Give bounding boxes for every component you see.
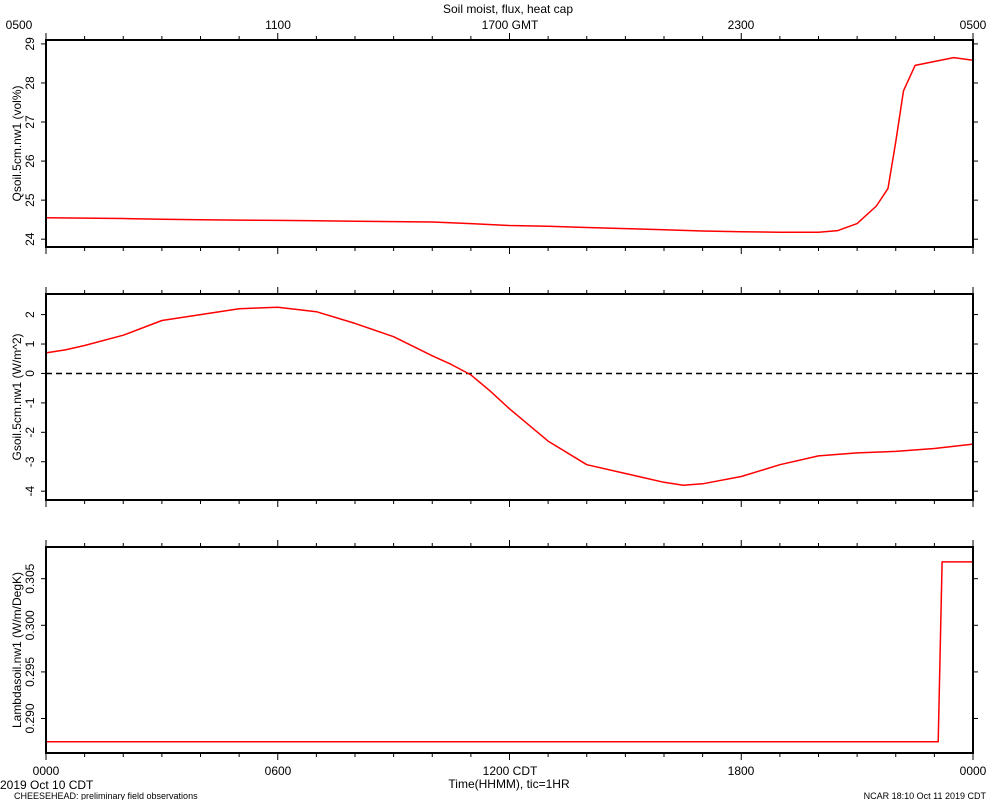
plot-frame — [45, 39, 974, 248]
y-tick-label: -1 — [23, 397, 37, 408]
bottom-tick-label-4: 0000 — [960, 764, 987, 778]
y-tick-label: 28 — [23, 76, 37, 90]
series-line-1 — [45, 306, 974, 487]
panel-2: -4 -3 -2 -1 0 1 2 Gsoil.5cm.nw1 (W/m^2) — [10, 287, 978, 507]
chart-title: Soil moist, flux, heat cap — [443, 2, 573, 16]
bottom-tick-label-1: 0600 — [265, 764, 292, 778]
y-tick-label: 2 — [23, 311, 37, 318]
top-tick-label-0: 0500 — [6, 18, 33, 32]
y-tick-label: 27 — [23, 115, 37, 129]
y-tick-label: -2 — [23, 427, 37, 438]
top-tick-label-1: 1100 — [265, 18, 291, 32]
y-axis-label: Qsoil.5cm.nw1 (vol%) — [10, 85, 24, 201]
x-axis-label: Time(HHMM), tic=1HR — [448, 777, 570, 791]
y-tick-label: 26 — [23, 154, 37, 168]
series-line-1 — [46, 561, 973, 743]
plot-frame — [45, 546, 974, 754]
bottom-tick-label-0: 0000 — [33, 764, 60, 778]
y-tick-label: -4 — [23, 486, 37, 497]
bottom-tick-label-2: 1200 CDT — [483, 764, 538, 778]
series-line-1 — [45, 56, 974, 233]
y-tick-label: 0.305 — [23, 563, 37, 593]
y-tick-label: 29 — [23, 37, 37, 51]
panel-1: 24 25 26 27 28 29 Qsoil.5cm.nw1 (vol%) — [10, 33, 978, 254]
chart-panels: 24 25 26 27 28 29 Qsoil.5cm.nw1 (vol%) -4 -3 -2 -1… — [10, 33, 978, 760]
top-axis-labels: 0500 1100 1700 GMT 2300 0500 — [6, 18, 987, 32]
top-tick-label-2: 1700 GMT — [482, 18, 539, 32]
top-tick-label-3: 2300 — [728, 18, 755, 32]
footer-right-note: NCAR 18:10 Oct 11 2019 CDT — [864, 791, 987, 800]
top-tick-label-4: 0500 — [960, 18, 987, 32]
bottom-tick-label-3: 1800 — [728, 764, 755, 778]
y-tick-label: 25 — [23, 193, 37, 207]
y-tick-label: 0.300 — [23, 610, 37, 640]
y-tick-label: -3 — [23, 456, 37, 467]
y-axis-label: Lambdasoil.nw1 (W/m/DegK) — [10, 572, 24, 728]
y-axis-label: Gsoil.5cm.nw1 (W/m^2) — [10, 334, 24, 461]
y-tick-label: 24 — [23, 232, 37, 246]
footer-date: 2019 Oct 10 CDT — [0, 778, 94, 792]
y-tick-label: 0.295 — [23, 657, 37, 687]
y-tick-label: 1 — [23, 340, 37, 347]
y-tick-label: 0.290 — [23, 703, 37, 733]
bottom-axis-labels: 0000 0600 1200 CDT 1800 0000 — [33, 764, 987, 778]
y-tick-label: 0 — [23, 370, 37, 377]
footer-left-note: CHEESEHEAD: preliminary field observatio… — [14, 791, 198, 800]
plot-frame — [45, 293, 974, 501]
